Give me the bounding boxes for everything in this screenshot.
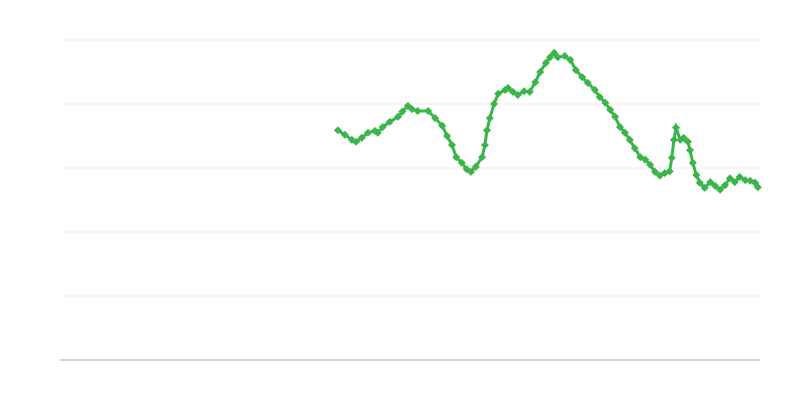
data-point bbox=[448, 140, 456, 149]
data-point bbox=[630, 144, 639, 153]
data-point bbox=[641, 155, 650, 164]
data-point bbox=[553, 53, 562, 62]
data-point bbox=[483, 126, 491, 135]
data-point bbox=[424, 107, 433, 116]
data-point bbox=[679, 133, 688, 142]
data-point bbox=[364, 128, 372, 137]
data-point bbox=[357, 133, 366, 142]
data-point bbox=[583, 78, 592, 87]
data-point bbox=[711, 181, 720, 190]
data-point bbox=[541, 59, 550, 68]
data-point bbox=[560, 52, 569, 60]
data-point bbox=[725, 174, 734, 183]
data-point bbox=[352, 137, 361, 146]
data-point bbox=[625, 135, 634, 144]
gridlines bbox=[60, 39, 760, 297]
data-point bbox=[525, 87, 534, 96]
data-point bbox=[480, 140, 489, 149]
data-point bbox=[590, 85, 599, 94]
data-point bbox=[340, 130, 349, 139]
data-point bbox=[520, 87, 529, 96]
data-point bbox=[692, 171, 701, 180]
data-point bbox=[373, 128, 382, 137]
data-point bbox=[485, 114, 494, 123]
data-point bbox=[616, 123, 624, 132]
data-point bbox=[730, 178, 739, 187]
data-point bbox=[606, 105, 615, 114]
data-point bbox=[700, 183, 709, 192]
data-point bbox=[688, 158, 697, 167]
data-point bbox=[595, 92, 604, 101]
data-point bbox=[413, 107, 422, 116]
data-point bbox=[531, 78, 540, 87]
data-point bbox=[504, 84, 512, 92]
data-point bbox=[646, 160, 655, 169]
data-point bbox=[438, 121, 447, 130]
data-point bbox=[672, 123, 680, 132]
data-point bbox=[546, 53, 554, 62]
data-point bbox=[457, 158, 466, 167]
data-point bbox=[566, 55, 575, 64]
data-point bbox=[686, 146, 694, 155]
data-point bbox=[683, 137, 692, 146]
data-point bbox=[471, 162, 480, 171]
data-point bbox=[741, 176, 750, 185]
data-point bbox=[735, 172, 744, 181]
data-point bbox=[431, 114, 440, 123]
data-point bbox=[601, 98, 610, 107]
data-point bbox=[385, 117, 394, 126]
data-point bbox=[478, 153, 487, 162]
data-point bbox=[753, 183, 762, 192]
series-markers bbox=[333, 48, 762, 194]
data-point bbox=[398, 107, 407, 116]
data-point bbox=[394, 112, 403, 121]
data-point bbox=[721, 181, 729, 190]
data-point bbox=[443, 132, 452, 140]
data-point bbox=[571, 66, 580, 75]
series-line bbox=[337, 50, 760, 192]
data-point bbox=[665, 167, 674, 176]
data-point bbox=[695, 178, 704, 187]
data-point bbox=[536, 68, 545, 76]
data-point bbox=[494, 89, 503, 98]
data-point bbox=[333, 126, 342, 135]
data-point bbox=[452, 153, 461, 162]
data-point bbox=[490, 100, 498, 108]
data-point bbox=[466, 167, 475, 176]
data-point bbox=[578, 73, 587, 82]
data-point bbox=[716, 185, 725, 194]
data-point bbox=[651, 167, 659, 176]
data-point bbox=[508, 87, 517, 96]
data-point bbox=[378, 123, 387, 132]
data-point bbox=[669, 135, 678, 144]
data-point bbox=[611, 112, 620, 121]
data-point bbox=[667, 153, 676, 162]
data-point bbox=[620, 128, 629, 137]
data-point bbox=[513, 91, 522, 100]
data-point bbox=[706, 178, 715, 187]
